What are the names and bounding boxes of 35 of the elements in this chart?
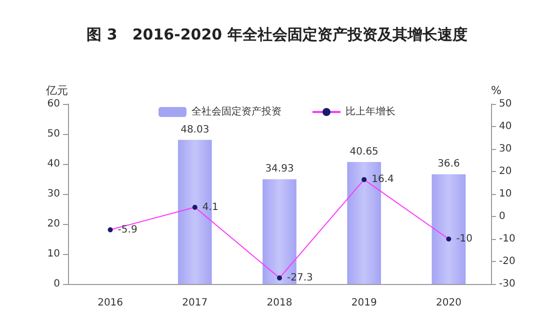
legend-label: 全社会固定资产投资 (192, 106, 282, 118)
data-label: 34.93 (265, 164, 294, 175)
y-tick-label: 0 (54, 278, 60, 290)
y-tick-label: 20 (47, 218, 60, 230)
data-label: 40.65 (350, 146, 378, 158)
y-axis-title: 亿元 (45, 84, 68, 97)
y-tick-label: 40 (47, 158, 60, 170)
y2-tick-label: 40 (499, 121, 512, 132)
x-tick-label: 2016 (98, 298, 124, 308)
y-tick-label: 10 (47, 248, 60, 260)
y2-tick-label: 20 (499, 166, 512, 177)
data-label: -10 (456, 234, 473, 244)
data-label: -5.9 (118, 224, 138, 236)
x-tick-label: 2017 (182, 298, 208, 308)
y2-tick-label: -30 (499, 278, 516, 290)
y2-tick-label: 0 (499, 211, 506, 222)
y2-tick-label: -20 (499, 256, 516, 267)
y-tick-label: 60 (47, 98, 60, 110)
legend-label: 比上年增长 (346, 106, 396, 118)
data-label: 48.03 (180, 124, 210, 136)
y-tick-label: 30 (47, 188, 60, 200)
y2-axis-title: % (491, 84, 502, 97)
data-label: 36.6 (438, 158, 460, 170)
data-label: 16.4 (372, 174, 394, 186)
y2-tick-label: 50 (499, 98, 512, 110)
x-tick-label: 2020 (436, 298, 462, 308)
data-label: -27.3 (287, 272, 313, 284)
x-tick-label: 2018 (266, 298, 292, 308)
y-tick-label: 50 (47, 128, 60, 140)
data-label: 4.1 (202, 202, 218, 213)
y2-tick-label: 30 (499, 144, 512, 154)
chart-title: 图 3 2016-2020 年全社会固定资产投资及其增长速度 (86, 26, 468, 44)
y2-tick-label: 10 (499, 188, 512, 200)
y2-tick-label: -10 (499, 234, 516, 244)
x-tick-label: 2019 (351, 298, 377, 308)
